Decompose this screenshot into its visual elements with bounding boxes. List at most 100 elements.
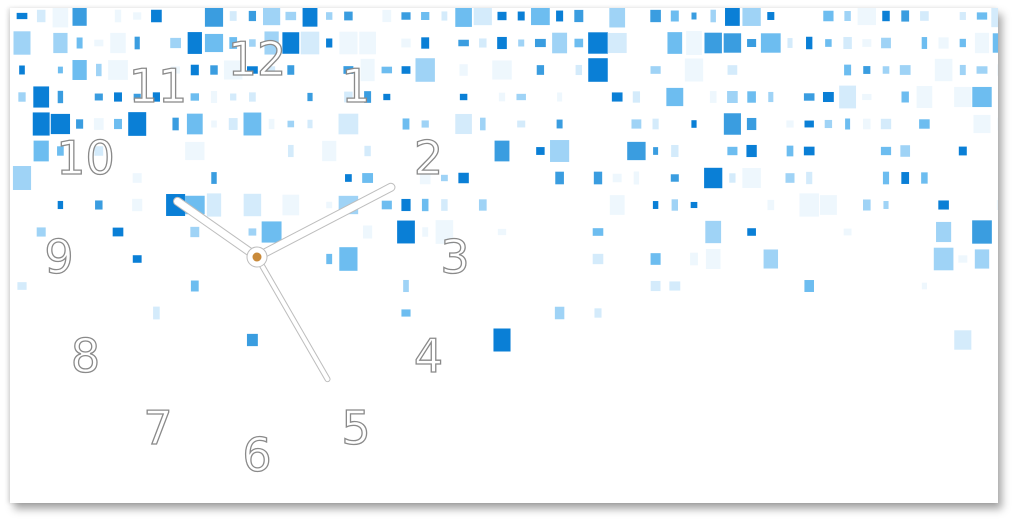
numeral-2: 2: [413, 130, 444, 185]
pattern-square: [230, 93, 237, 101]
pattern-square: [307, 119, 313, 129]
pattern-square: [497, 36, 507, 50]
pattern-square: [326, 201, 333, 209]
pattern-square: [534, 38, 546, 48]
pattern-square: [517, 11, 525, 21]
pattern-square: [458, 172, 469, 184]
pattern-square: [825, 39, 832, 47]
pattern-square: [187, 32, 202, 54]
pattern-square: [211, 120, 217, 128]
numeral-7: 7: [143, 401, 174, 456]
pattern-square: [976, 12, 988, 20]
pattern-square: [633, 171, 640, 185]
pattern-square: [132, 173, 142, 183]
pattern-square: [844, 11, 851, 21]
pattern-square: [268, 66, 276, 74]
pattern-square: [803, 93, 815, 101]
pattern-square: [473, 8, 492, 26]
pattern-square: [823, 10, 834, 22]
pattern-square: [13, 31, 31, 55]
pattern-square: [497, 228, 507, 236]
pattern-square: [132, 255, 142, 263]
pattern-square: [704, 32, 722, 54]
pattern-square: [421, 37, 430, 49]
pattern-square: [727, 146, 738, 156]
pattern-square: [134, 36, 140, 50]
pattern-square: [170, 37, 181, 49]
pattern-square: [552, 32, 568, 54]
pattern-square: [210, 91, 218, 103]
pattern-square: [17, 282, 27, 290]
pattern-square: [497, 11, 507, 21]
pattern-square: [112, 227, 124, 237]
pattern-square: [401, 38, 411, 48]
pattern-square: [670, 10, 679, 22]
pattern-square: [938, 200, 949, 210]
pattern-square: [862, 93, 872, 101]
pattern-square: [954, 330, 972, 350]
pattern-square: [282, 194, 300, 216]
numeral-3: 3: [440, 229, 471, 284]
pattern-square: [588, 58, 608, 82]
pattern-square: [631, 119, 642, 129]
pattern-square: [171, 66, 180, 74]
pattern-square: [440, 174, 448, 182]
pattern-square: [362, 173, 374, 183]
pattern-square: [16, 12, 28, 20]
pattern-square: [381, 200, 392, 210]
pattern-square: [710, 9, 716, 23]
pattern-square: [243, 193, 262, 217]
numeral-8: 8: [70, 328, 101, 383]
pattern-square: [760, 33, 781, 53]
pattern-square: [671, 199, 679, 211]
pattern-square: [804, 280, 814, 292]
pattern-square: [996, 200, 998, 210]
pattern-square: [518, 39, 525, 47]
pattern-square: [401, 66, 411, 74]
pattern-square: [263, 8, 281, 26]
pattern-square: [536, 65, 545, 75]
pattern-square: [862, 39, 872, 47]
pattern-square: [705, 220, 722, 244]
pattern-square: [132, 198, 143, 212]
pattern-square: [653, 147, 659, 155]
center-cap: [252, 252, 262, 262]
pattern-square: [151, 9, 162, 23]
pattern-square: [326, 253, 333, 265]
pattern-square: [666, 87, 684, 107]
pattern-square: [556, 10, 564, 22]
pattern-square: [381, 66, 393, 74]
numeral-4: 4: [413, 328, 444, 383]
pattern-square: [612, 173, 622, 183]
pattern-square: [249, 39, 256, 47]
pattern-square: [555, 171, 564, 185]
pattern-square: [723, 113, 741, 135]
pattern-square: [650, 253, 661, 265]
pattern-square: [804, 120, 814, 128]
pattern-square: [383, 93, 391, 101]
pattern-square: [345, 174, 352, 182]
pattern-square: [248, 228, 257, 236]
pattern-square: [799, 193, 819, 217]
pattern-square: [517, 120, 526, 128]
pattern-square: [114, 9, 122, 23]
pattern-square: [382, 9, 392, 23]
pattern-square: [742, 167, 761, 189]
pattern-square: [401, 198, 411, 212]
pattern-square: [360, 58, 375, 82]
pattern-square: [611, 92, 623, 102]
pattern-square: [881, 37, 891, 49]
pattern-square: [57, 66, 63, 74]
clock-face: [10, 8, 998, 503]
pattern-square: [882, 66, 890, 74]
pattern-square: [72, 60, 87, 80]
pattern-square: [593, 171, 603, 185]
pattern-square: [421, 120, 429, 128]
pattern-square: [690, 201, 698, 209]
pattern-square: [479, 38, 487, 48]
pattern-square: [210, 65, 218, 75]
pattern-square: [844, 64, 852, 76]
pattern-square: [344, 11, 353, 21]
pattern-square: [223, 60, 243, 80]
pattern-square: [190, 226, 200, 238]
